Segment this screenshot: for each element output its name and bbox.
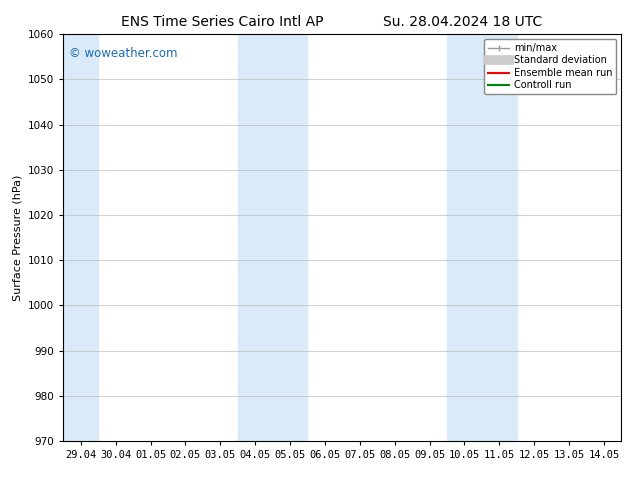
Text: ENS Time Series Cairo Intl AP: ENS Time Series Cairo Intl AP <box>120 15 323 29</box>
Bar <box>447 34 517 441</box>
Y-axis label: Surface Pressure (hPa): Surface Pressure (hPa) <box>13 174 23 301</box>
Legend: min/max, Standard deviation, Ensemble mean run, Controll run: min/max, Standard deviation, Ensemble me… <box>484 39 616 94</box>
Bar <box>63 34 98 441</box>
Text: © woweather.com: © woweather.com <box>69 47 178 59</box>
Bar <box>238 34 307 441</box>
Text: Su. 28.04.2024 18 UTC: Su. 28.04.2024 18 UTC <box>383 15 543 29</box>
